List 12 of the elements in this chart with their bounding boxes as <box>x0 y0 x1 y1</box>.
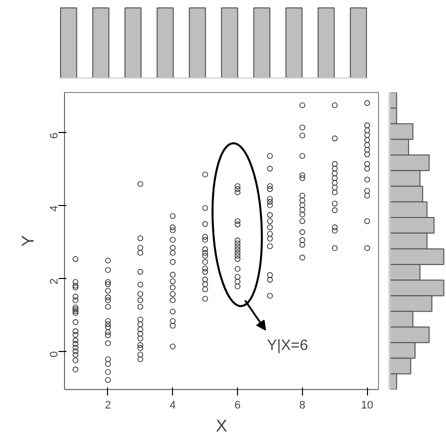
y-axis-title: Y <box>18 235 38 247</box>
y-tick-label: 4 <box>48 205 60 212</box>
y-tick-label: 6 <box>48 132 60 139</box>
y-tick-label: 0 <box>48 351 60 358</box>
annotation: Y|X=6 <box>267 336 308 354</box>
x-tick-label: 10 <box>361 400 374 412</box>
x-tick-label: 6 <box>234 400 241 412</box>
x-tick-label: 2 <box>104 400 111 412</box>
x-axis-title: X <box>216 416 228 436</box>
x-tick-label: 8 <box>299 400 306 412</box>
x-tick-label: 4 <box>170 400 176 412</box>
y-tick-label: 2 <box>48 278 60 284</box>
